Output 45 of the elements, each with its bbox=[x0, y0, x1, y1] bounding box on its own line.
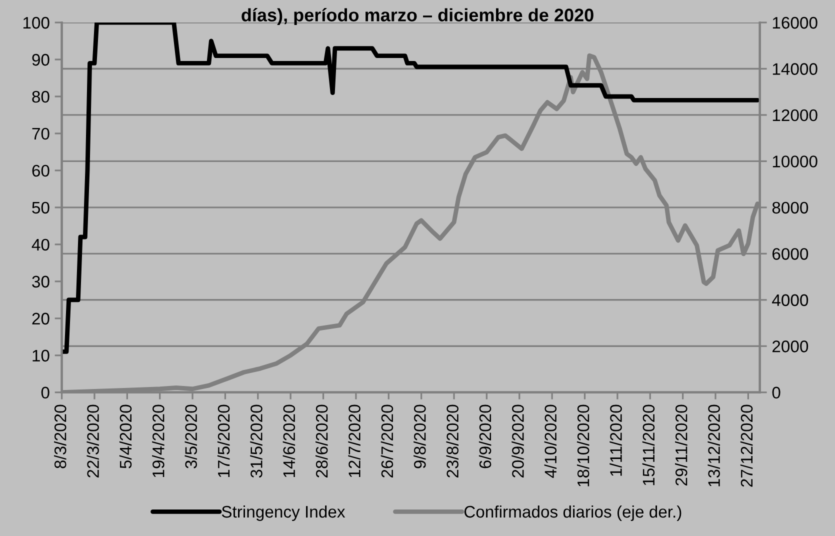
y-tick-label: 90 bbox=[32, 54, 50, 66]
x-tick-label: 22/3/2020 bbox=[86, 404, 99, 478]
x-tick-label: 1/11/2020 bbox=[610, 404, 622, 476]
x-tick-label: 12/7/2020 bbox=[348, 404, 360, 478]
x-tick-label: 8/3/2020 bbox=[54, 404, 66, 468]
x-tick-label: 17/5/2020 bbox=[217, 404, 230, 478]
x-tick-label: 20/9/2020 bbox=[512, 404, 524, 478]
x-tick-label: 23/8/2020 bbox=[446, 404, 458, 478]
y-tick-label: 0 bbox=[41, 386, 50, 399]
x-tick-label: 3/5/2020 bbox=[184, 404, 198, 468]
x-tick-label: 26/7/2020 bbox=[380, 404, 394, 478]
y-tick-label: 10 bbox=[32, 350, 50, 362]
y-tick-label: 50 bbox=[32, 202, 50, 214]
y-tick-label: 60 bbox=[32, 164, 50, 177]
y-tick-label: 70 bbox=[32, 128, 50, 140]
y2-tick-label: 0 bbox=[772, 386, 780, 399]
y-tick-label: 40 bbox=[32, 238, 50, 251]
x-tick-label: 13/12/2020 bbox=[708, 404, 720, 486]
x-tick-label: 19/4/2020 bbox=[152, 404, 164, 478]
y2-tick-label: 12000 bbox=[772, 109, 818, 122]
x-tick-label: 9/8/2020 bbox=[414, 404, 426, 468]
x-tick-label: 14/6/2020 bbox=[282, 404, 296, 478]
legend-label: Stringency Index bbox=[222, 505, 346, 521]
x-tick-label: 31/5/2020 bbox=[250, 404, 262, 478]
y2-tick-label: 8000 bbox=[772, 202, 808, 214]
x-tick-label: 18/10/2020 bbox=[576, 404, 590, 486]
y2-tick-label: 14000 bbox=[772, 63, 818, 75]
y-tick-label: 100 bbox=[23, 16, 50, 29]
y2-tick-label: 6000 bbox=[772, 248, 808, 260]
x-tick-label: 5/4/2020 bbox=[119, 404, 132, 468]
legend-label: Confirmados diarios (eje der.) bbox=[464, 505, 682, 521]
x-tick-label: 4/10/2020 bbox=[544, 404, 557, 478]
y-tick-label: 80 bbox=[32, 90, 50, 103]
y-tick-label: 20 bbox=[32, 312, 50, 325]
x-tick-label: 28/6/2020 bbox=[316, 404, 328, 478]
x-tick-label: 6/9/2020 bbox=[478, 404, 492, 468]
x-tick-label: 27/12/2020 bbox=[740, 404, 753, 487]
y-tick-label: 30 bbox=[32, 276, 50, 288]
x-tick-label: 29/11/2020 bbox=[675, 404, 688, 486]
x-tick-label: 15/11/2020 bbox=[642, 404, 655, 486]
chart-title: días), período marzo – diciembre de 2020 bbox=[242, 8, 594, 26]
y2-tick-label: 4000 bbox=[772, 294, 808, 306]
y2-tick-label: 2000 bbox=[772, 340, 808, 352]
y2-tick-label: 16000 bbox=[772, 16, 818, 29]
y2-tick-label: 10000 bbox=[772, 156, 818, 168]
